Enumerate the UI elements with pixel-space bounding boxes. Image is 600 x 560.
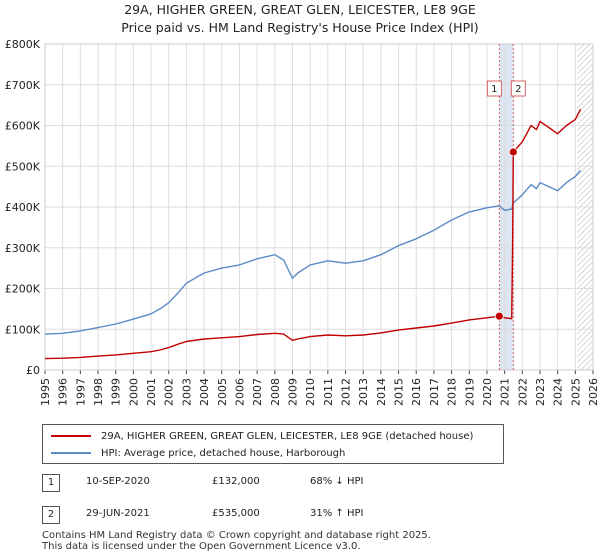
x-tick-label: 2004 [198,378,211,406]
x-tick-label: 2014 [375,378,388,406]
legend-item-hpi: HPI: Average price, detached house, Harb… [51,446,345,460]
transaction-label-box-2 [510,80,526,97]
transaction-marker-2: 2 [42,506,60,524]
x-tick-label: 1998 [92,378,105,406]
x-tick-label: 2015 [393,378,406,406]
x-tick-label: 2021 [499,378,512,406]
x-tick-label: 2002 [163,378,176,406]
x-tick-label: 1996 [57,378,70,406]
legend-label-property: 29A, HIGHER GREEN, GREAT GLEN, LEICESTER… [101,430,474,442]
y-tick-label: £300K [5,242,41,255]
transaction-point-2 [508,147,518,157]
x-tick-label: 2020 [481,378,494,406]
transaction-hpi-2: 31% ↑ HPI [310,508,364,519]
transaction-date-2: 29-JUN-2021 [86,508,150,519]
transaction-label-box-1 [486,80,502,97]
y-tick-label: £100K [5,323,41,336]
y-tick-label: £0 [26,364,40,377]
legend-label-hpi: HPI: Average price, detached house, Harb… [101,447,346,459]
x-tick-label: 1995 [39,378,52,406]
legend-item-property: 29A, HIGHER GREEN, GREAT GLEN, LEICESTER… [51,429,473,443]
transaction-point-1 [494,311,504,321]
x-tick-label: 2001 [145,378,158,406]
x-tick-label: 2022 [516,378,529,406]
x-tick-label: 2013 [357,378,370,406]
x-tick-label: 2025 [569,378,582,406]
x-tick-label: 1999 [110,378,123,406]
x-tick-label: 2000 [127,378,140,406]
x-tick-label: 2003 [180,378,193,406]
hpi-line [44,169,582,335]
footer-copyright: Contains HM Land Registry data © Crown c… [42,530,431,541]
y-tick-label: £800K [5,38,41,51]
plot-border [44,43,594,371]
footer-licence: This data is licensed under the Open Gov… [42,541,361,552]
transaction-marker-1: 1 [42,474,60,492]
footer: Contains HM Land Registry data © Crown c… [42,530,431,552]
x-tick-label: 2016 [410,378,423,406]
legend-swatch-property [51,435,91,437]
x-tick-label: 2012 [340,378,353,406]
y-tick-label: £400K [5,201,41,214]
legend: 29A, HIGHER GREEN, GREAT GLEN, LEICESTER… [42,424,504,464]
x-tick-label: 2009 [286,378,299,406]
x-tick-label: 2006 [233,378,246,406]
x-tick-label: 2024 [552,378,565,406]
x-tick-label: 2007 [251,378,264,406]
y-tick-label: £600K [5,120,41,133]
x-tick-label: 2011 [322,378,335,406]
x-tick-label: 2008 [269,378,282,406]
x-tick-label: 2005 [216,378,229,406]
y-tick-label: £500K [5,160,41,173]
x-tick-label: 2026 [587,378,600,406]
property-price-line [44,108,582,360]
legend-swatch-hpi [51,452,91,454]
x-tick-label: 2010 [304,378,317,406]
transaction-hpi-1: 68% ↓ HPI [310,476,364,487]
x-tick-label: 2017 [428,378,441,406]
x-tick-label: 1997 [74,378,87,406]
transaction-label-1: 1 [491,84,497,95]
chart-subtitle: Price paid vs. HM Land Registry's House … [121,20,479,35]
transaction-label-2: 2 [515,84,521,95]
y-tick-label: £200K [5,283,41,296]
transaction-date-1: 10-SEP-2020 [86,476,150,487]
x-tick-label: 2019 [463,378,476,406]
transaction-price-1: £132,000 [212,476,260,487]
chart-title-address: 29A, HIGHER GREEN, GREAT GLEN, LEICESTER… [124,2,476,17]
transaction-price-2: £535,000 [212,508,260,519]
x-tick-label: 2018 [446,378,459,406]
price-chart: £0 £100K £200K £300K £400K £500K £600K £700K £80… [5,38,600,406]
x-tick-label: 2023 [534,378,547,406]
y-tick-label: £700K [5,79,41,92]
